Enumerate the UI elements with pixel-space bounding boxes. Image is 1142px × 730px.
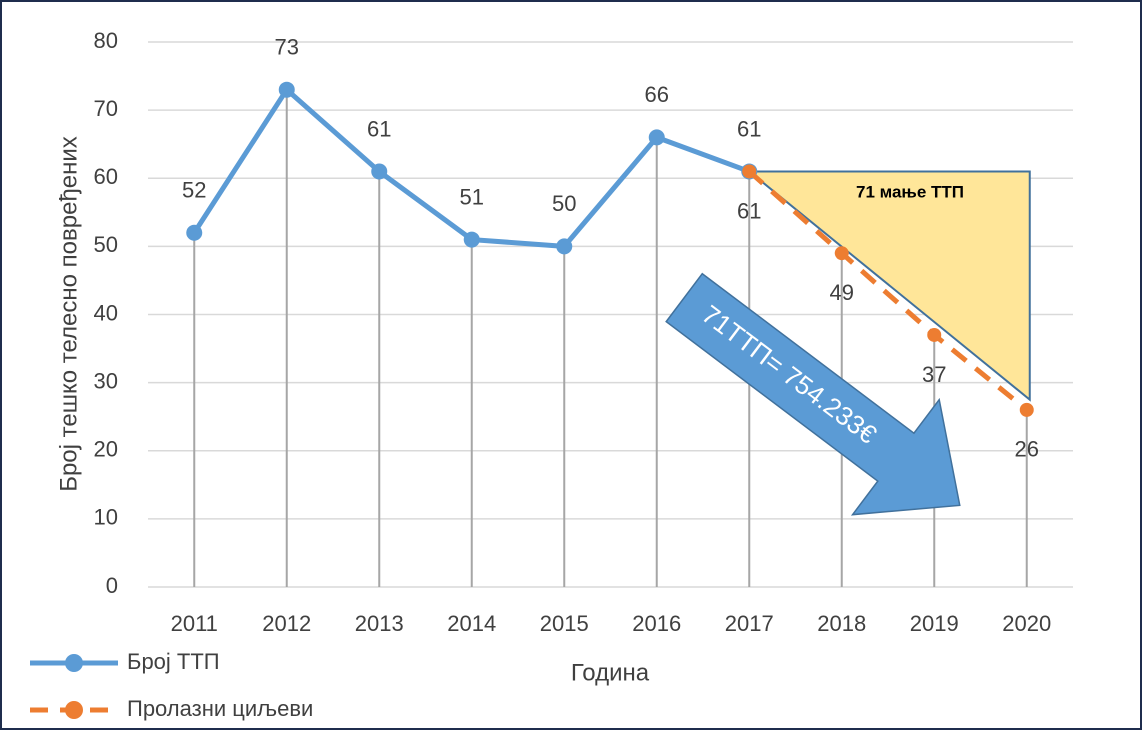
point xyxy=(648,129,665,146)
arrow-shape xyxy=(665,272,961,516)
point xyxy=(463,231,480,248)
y-tick-label: 40 xyxy=(94,300,118,325)
data-label: 49 xyxy=(830,280,854,305)
x-tick-label: 2014 xyxy=(447,611,496,636)
data-label: 37 xyxy=(922,362,946,387)
y-tick-label: 0 xyxy=(106,573,118,598)
legend-label: Пролазни циљеви xyxy=(127,696,313,721)
y-tick-label: 60 xyxy=(94,164,118,189)
point xyxy=(278,81,295,98)
x-tick-label: 2011 xyxy=(171,611,218,636)
y-axis-title: Број тешко телесно повређених xyxy=(55,136,82,492)
y-tick-label: 70 xyxy=(94,96,118,121)
data-label: 50 xyxy=(552,191,576,216)
x-tick-label: 2016 xyxy=(632,611,681,636)
series-line xyxy=(747,169,1029,412)
point xyxy=(371,163,388,180)
point xyxy=(834,246,849,261)
x-tick-label: 2013 xyxy=(355,611,404,636)
x-tick-label: 2020 xyxy=(1002,611,1051,636)
x-tick-label: 2018 xyxy=(817,611,866,636)
y-tick-label: 30 xyxy=(94,368,118,393)
point xyxy=(742,164,757,179)
x-tick-label: 2015 xyxy=(540,611,589,636)
annotation-label: 71 мање ТТП xyxy=(856,182,964,201)
data-label: 66 xyxy=(645,82,669,107)
x-tick-label: 2012 xyxy=(262,611,311,636)
y-tick-label: 80 xyxy=(94,28,118,53)
x-tick-label: 2019 xyxy=(910,611,959,636)
data-label: 26 xyxy=(1015,437,1039,462)
data-label: 51 xyxy=(460,184,484,209)
data-label: 52 xyxy=(182,178,206,203)
y-tick-label: 10 xyxy=(94,505,118,530)
legend-marker xyxy=(65,654,83,672)
data-label: 61 xyxy=(367,116,391,141)
point xyxy=(186,224,203,241)
annotation-triangle xyxy=(746,170,1031,402)
point xyxy=(927,327,942,342)
point xyxy=(1019,402,1034,417)
x-tick-label: 2017 xyxy=(725,611,774,636)
legend-label: Број ТТП xyxy=(127,649,220,674)
legend-marker xyxy=(65,701,83,719)
data-label: 61 xyxy=(737,198,761,223)
y-tick-label: 50 xyxy=(94,232,118,257)
y-tick-label: 20 xyxy=(94,437,118,462)
data-label: 61 xyxy=(737,116,761,141)
x-axis-title: Година xyxy=(571,659,650,686)
point xyxy=(556,238,573,255)
data-label: 73 xyxy=(275,35,299,60)
